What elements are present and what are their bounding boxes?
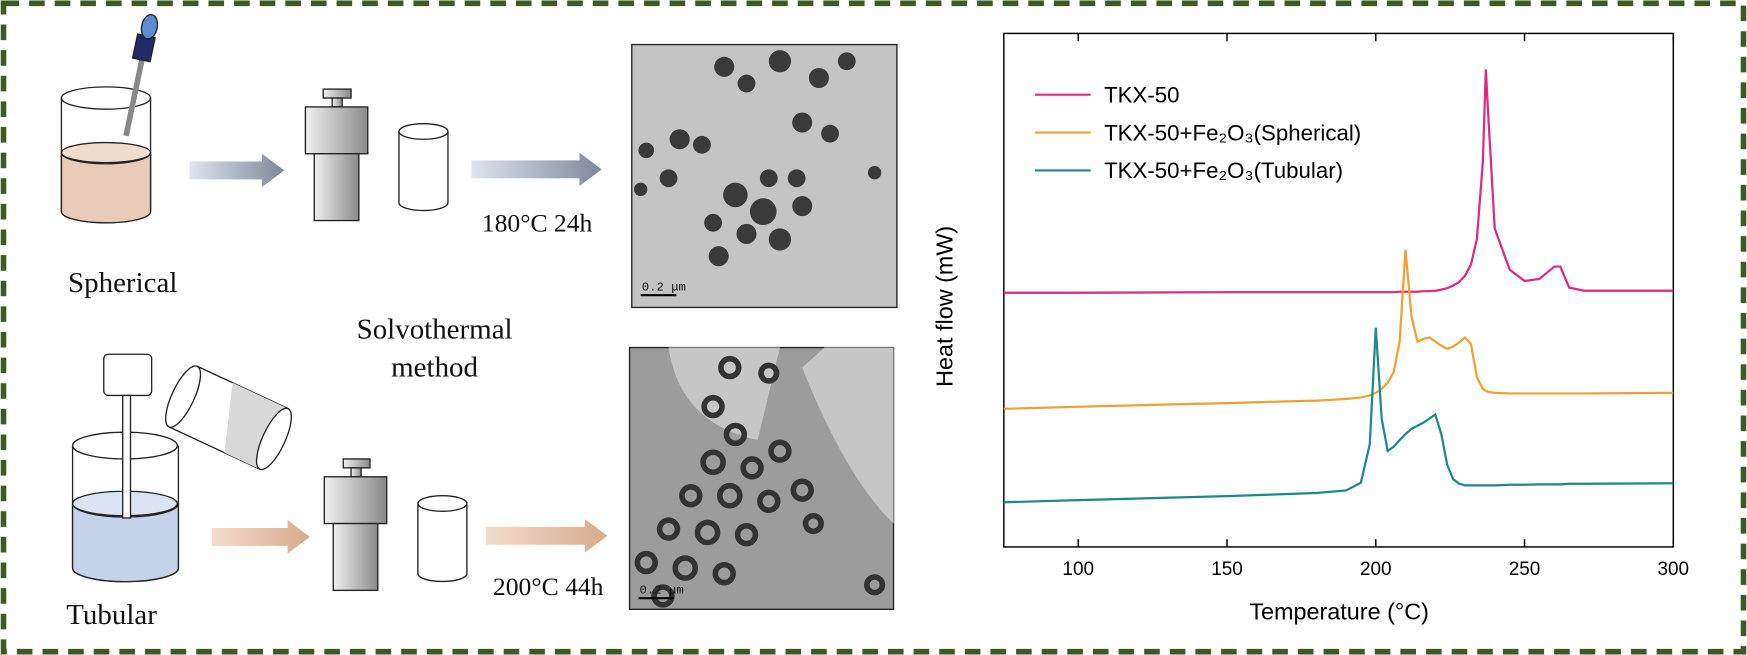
label: Spherical xyxy=(68,267,177,299)
legend-label: TKX-50+Fe₂O₃(Spherical) xyxy=(1104,120,1361,145)
line xyxy=(1003,249,1674,410)
chart: Temperature (°C) Heat flow (mW) 100 150 20… xyxy=(932,32,1690,624)
legend-label: TKX-50 xyxy=(1104,82,1179,107)
scale-bar-label: 0.2 μm xyxy=(642,281,686,295)
plot-frame xyxy=(1003,32,1675,548)
schematic-labels: Spherical Tubular Solvothermal method 18… xyxy=(66,209,686,631)
line xyxy=(1003,327,1674,504)
scale-bar-label: 0.2 μm xyxy=(640,584,684,598)
label: 200°C 44h xyxy=(493,572,604,601)
label: Tubular xyxy=(66,599,157,631)
label: Solvothermal xyxy=(357,314,513,346)
x-tick-label: 300 xyxy=(1658,559,1690,580)
label: 180°C 24h xyxy=(482,209,593,238)
x-tick-label: 150 xyxy=(1211,559,1243,580)
x-tick-label: 200 xyxy=(1360,559,1392,580)
line xyxy=(1003,69,1674,294)
x-tick-label: 250 xyxy=(1509,559,1541,580)
legend-label: TKX-50+Fe₂O₃(Tubular) xyxy=(1104,158,1343,183)
x-axis-label: Temperature (°C) xyxy=(1249,598,1429,624)
y-axis-label: Heat flow (mW) xyxy=(932,226,958,387)
x-tick-label: 100 xyxy=(1062,559,1094,580)
schematic xyxy=(60,13,898,610)
label: method xyxy=(391,352,478,384)
